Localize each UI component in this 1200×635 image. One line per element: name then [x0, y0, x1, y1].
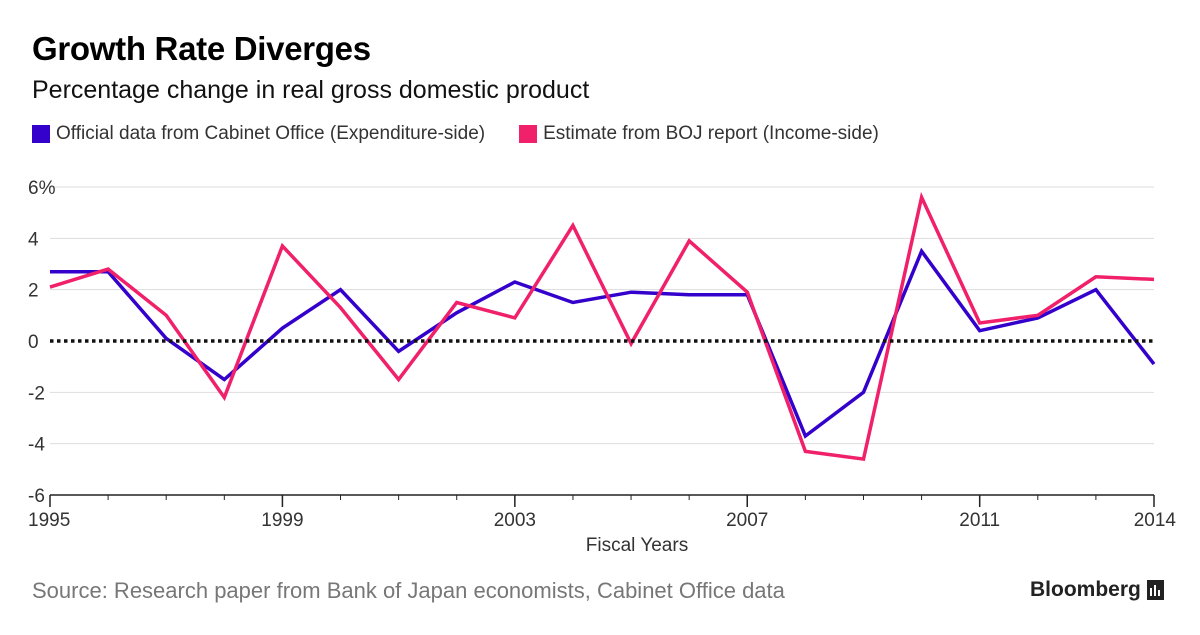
legend-label-estimate: Estimate from BOJ report (Income-side) — [543, 123, 879, 144]
x-tick-label: 2011 — [959, 510, 1000, 531]
brand-name: Bloomberg — [1030, 578, 1141, 601]
series-line-official — [50, 247, 1156, 439]
y-tick-label: 4 — [28, 229, 39, 250]
y-tick-label: 6% — [28, 178, 56, 199]
x-tick-label: 2007 — [726, 510, 768, 531]
x-axis-title: Fiscal Years — [586, 535, 688, 556]
y-tick-label: -4 — [28, 435, 45, 456]
y-tick-label: 2 — [28, 281, 39, 302]
x-tick-label: 1995 — [28, 510, 70, 531]
bloomberg-terminal-icon — [1146, 580, 1164, 600]
legend: Official data from Cabinet Office (Expen… — [32, 123, 913, 145]
series-line-estimate — [49, 191, 1155, 462]
y-tick-label: 0 — [28, 332, 39, 353]
legend-item-official: Official data from Cabinet Office (Expen… — [32, 123, 485, 145]
x-tick-label: 1999 — [261, 510, 303, 531]
y-tick-label: -2 — [28, 383, 45, 404]
chart-title: Growth Rate Diverges — [32, 30, 371, 67]
x-tick-label: 2014 — [1134, 510, 1177, 531]
legend-label-official: Official data from Cabinet Office (Expen… — [56, 123, 486, 144]
source-note: Source: Research paper from Bank of Japa… — [32, 578, 785, 603]
legend-swatch-official — [32, 125, 50, 143]
legend-item-estimate: Estimate from BOJ report (Income-side) — [519, 123, 879, 145]
chart-subtitle: Percentage change in real gross domestic… — [32, 76, 590, 104]
legend-swatch-estimate — [519, 125, 538, 143]
bloomberg-logo: Bloomberg — [1030, 578, 1164, 602]
y-tick-label: -6 — [28, 486, 45, 507]
x-tick-label: 2003 — [494, 510, 536, 531]
